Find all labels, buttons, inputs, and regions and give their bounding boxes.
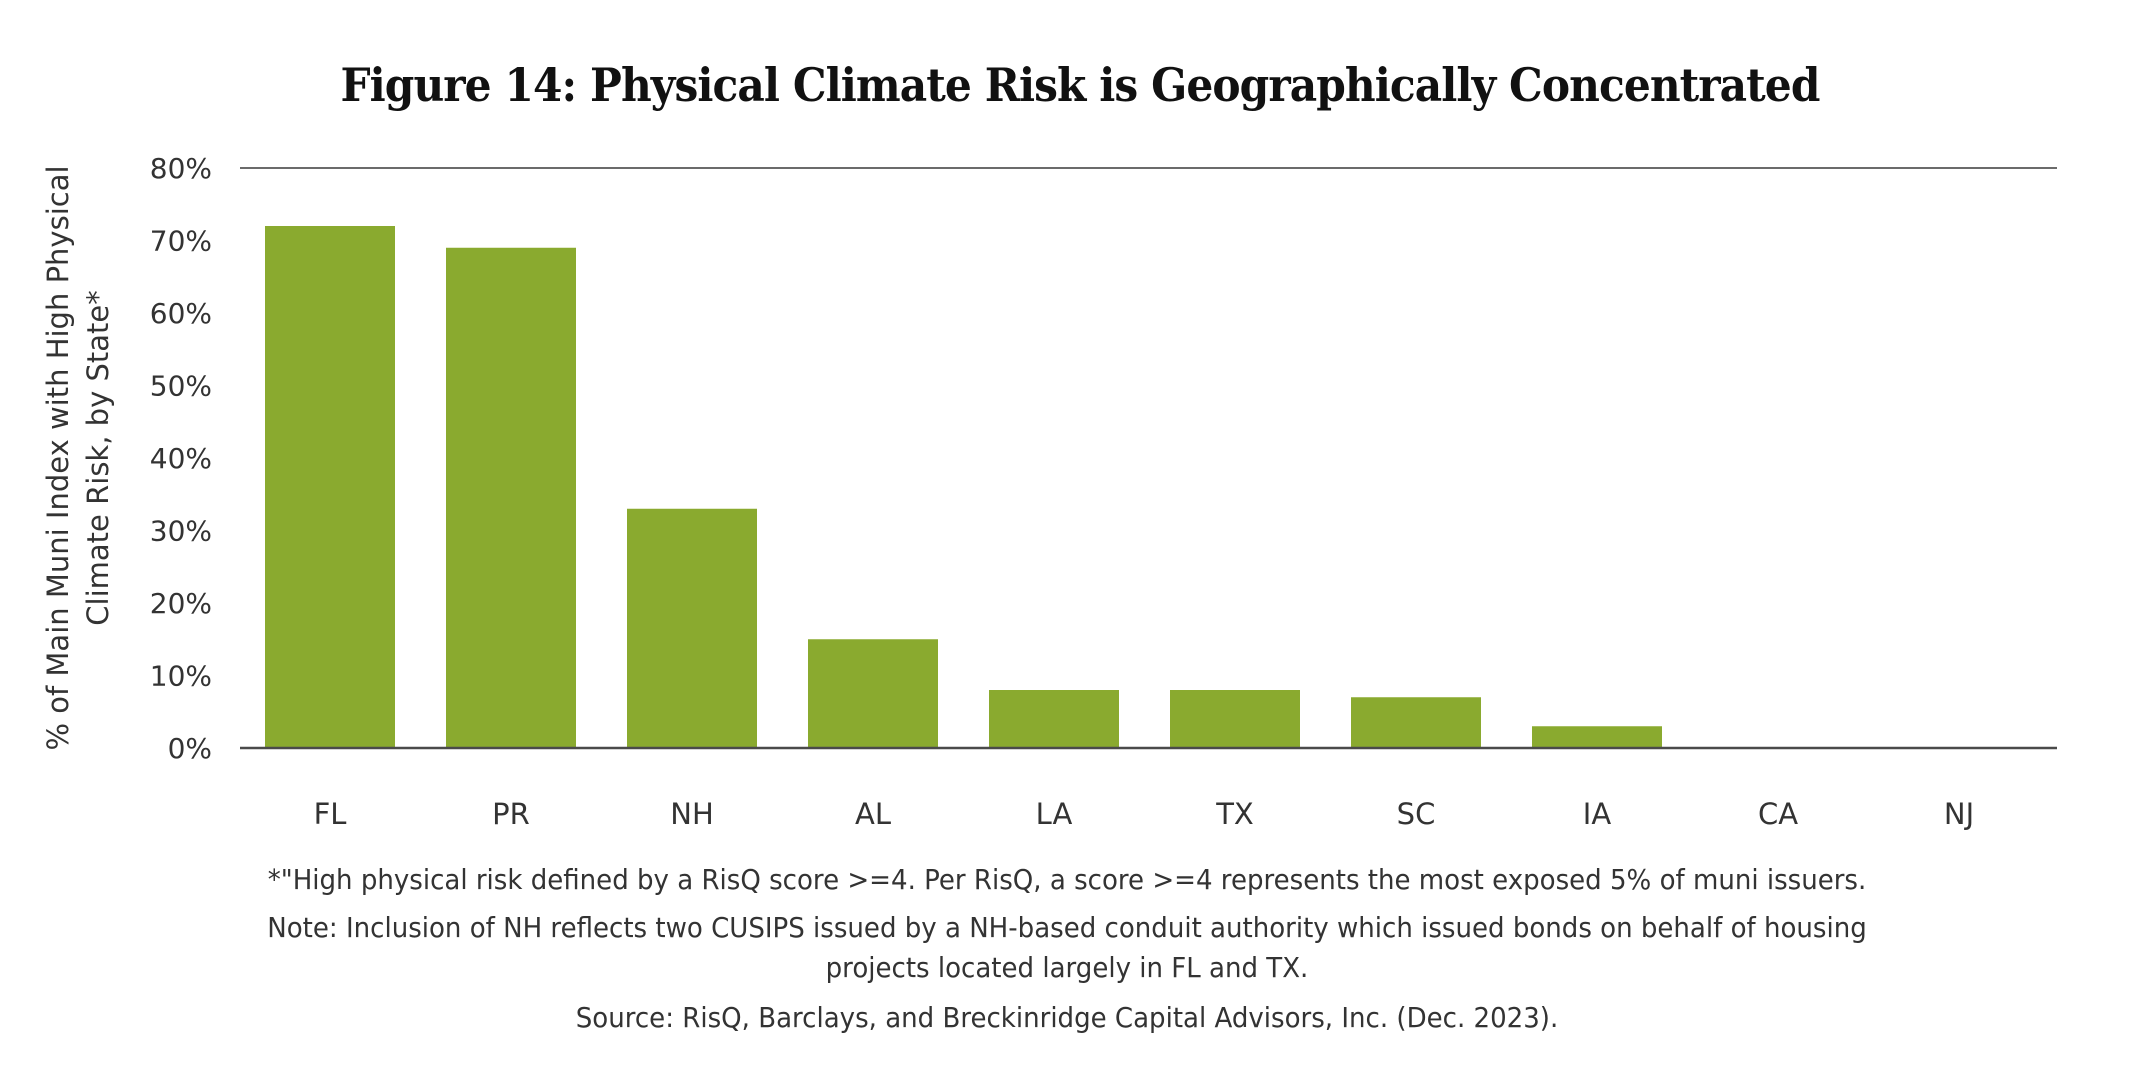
bar-fl: [265, 226, 395, 748]
bar-ia: [1532, 726, 1662, 748]
x-tick-label: PR: [492, 797, 530, 831]
y-tick-label: 50%: [150, 370, 212, 403]
x-tick-label: AL: [855, 797, 891, 831]
y-axis-label-line: % of Main Muni Index with High Physical: [41, 165, 75, 750]
y-tick-label: 70%: [150, 225, 212, 258]
x-tick-label: LA: [1036, 797, 1073, 831]
bar-chart: % of Main Muni Index with High Physical C…: [41, 152, 2057, 831]
x-tick-label: SC: [1397, 797, 1436, 831]
bar-nh: [627, 508, 757, 748]
y-tick-label: 60%: [150, 297, 212, 330]
bar-la: [989, 690, 1119, 748]
x-axis-ticks: FL PR NH AL LA TX SC IA CA NJ: [314, 797, 1975, 831]
x-tick-label: IA: [1583, 797, 1612, 831]
footnote-note: Note: Inclusion of NH reflects two CUSIP…: [267, 911, 1867, 984]
footnote-definition: *"High physical risk defined by a RisQ s…: [267, 863, 1867, 896]
x-tick-label: FL: [314, 797, 347, 831]
y-axis-ticks: 0% 10% 20% 30% 40% 50% 60% 70% 80%: [150, 152, 212, 765]
x-tick-label: TX: [1215, 797, 1254, 831]
bars: [265, 226, 2024, 748]
y-tick-label: 20%: [150, 587, 212, 620]
y-axis-label-line: Climate Risk, by State*: [81, 290, 115, 625]
y-axis-label: % of Main Muni Index with High Physical C…: [41, 165, 115, 750]
bar-sc: [1351, 697, 1481, 748]
y-tick-label: 40%: [150, 442, 212, 475]
x-tick-label: NJ: [1944, 797, 1974, 831]
chart-title: Figure 14: Physical Climate Risk is Geog…: [340, 58, 1820, 112]
x-tick-label: CA: [1758, 797, 1798, 831]
bar-pr: [446, 247, 576, 748]
bar-al: [808, 639, 938, 748]
y-tick-label: 30%: [150, 515, 212, 548]
footnote-source: Source: RisQ, Barclays, and Breckinridge…: [575, 1001, 1559, 1034]
y-tick-label: 10%: [150, 660, 212, 693]
bar-tx: [1170, 690, 1300, 748]
y-tick-label: 80%: [150, 152, 212, 185]
x-tick-label: NH: [670, 797, 714, 831]
y-tick-label: 0%: [168, 732, 212, 765]
